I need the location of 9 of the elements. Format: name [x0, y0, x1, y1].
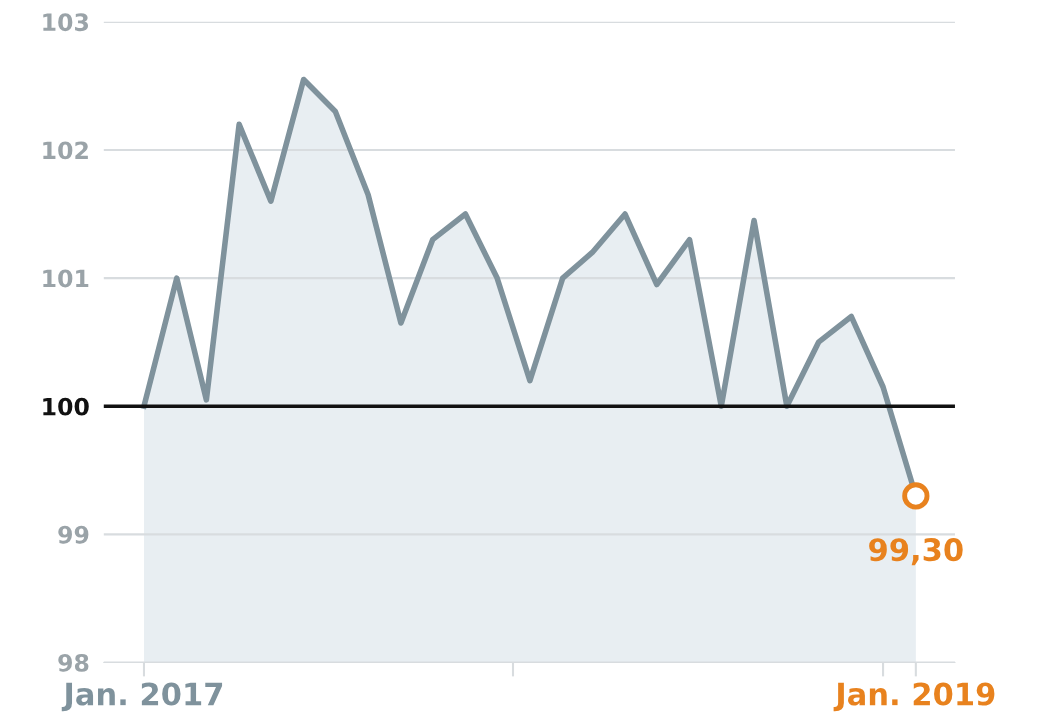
- y-tick-label: 99: [58, 525, 89, 544]
- y-tick-label: 100: [43, 397, 89, 416]
- x-tick-label: Jan. 2019: [833, 682, 995, 712]
- y-tick-label: 103: [43, 13, 89, 32]
- y-tick-label: 101: [43, 269, 89, 288]
- annotation: 99,30: [869, 538, 963, 566]
- y-tick-label: 98: [58, 653, 89, 672]
- y-tick-label: 102: [43, 141, 88, 160]
- x-tick-label: Jan. 2017: [61, 682, 223, 712]
